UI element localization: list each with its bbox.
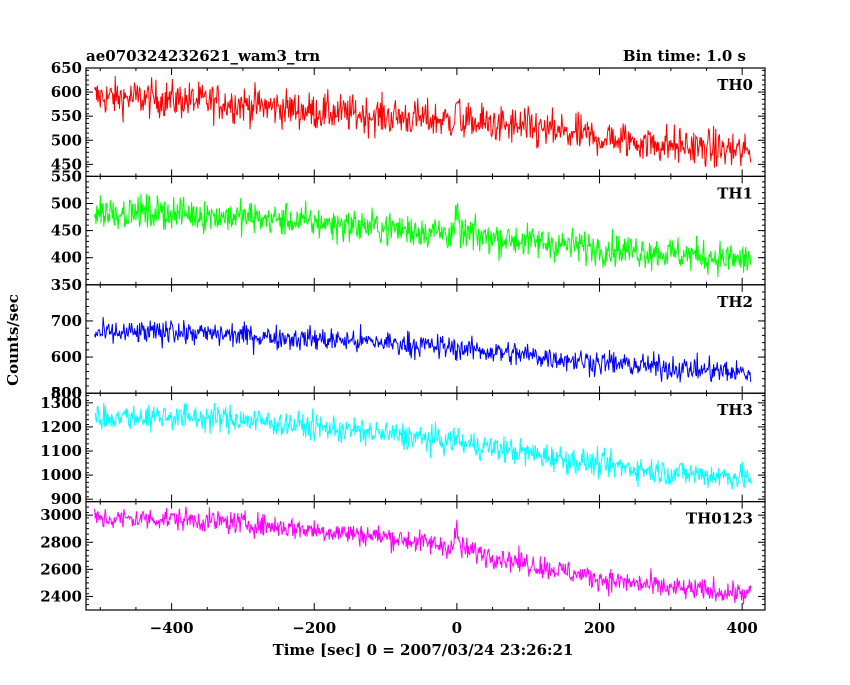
panel-label: TH0123	[686, 510, 753, 528]
y-tick-label: 1200	[40, 418, 82, 436]
panel-frame	[85, 501, 766, 611]
y-tick-label: 1100	[40, 442, 82, 460]
x-tick-label: 400	[727, 619, 758, 637]
y-tick-label: 550	[51, 107, 82, 125]
panel-th3: 900 1000 1100 1200 1300 TH3	[40, 392, 766, 508]
panel-label: TH1	[717, 184, 753, 202]
x-axis-label: Time [sec] 0 = 2007/03/24 23:26:21	[273, 641, 574, 659]
panel-th0: 450 500 550 600 650 TH0	[51, 59, 766, 178]
y-tick-label: 450	[51, 222, 82, 240]
y-axis-label: Counts/sec	[4, 294, 22, 386]
y-tick-label: 550	[51, 167, 82, 185]
series-line-th3	[94, 402, 752, 490]
bin-time-label: Bin time: 1.0 s	[623, 47, 746, 65]
y-tick-label: 450	[51, 155, 82, 173]
y-tick-label: 2400	[40, 587, 82, 605]
y-tick-label: 350	[51, 276, 82, 294]
panel-label: TH2	[717, 293, 753, 311]
panel-frame	[85, 392, 766, 503]
y-tick-label: 700	[51, 312, 82, 330]
y-tick-label: 500	[51, 131, 82, 149]
panel-frame	[85, 67, 766, 178]
x-tick-label: −200	[292, 619, 336, 637]
y-tick-label: 1300	[40, 394, 82, 412]
x-tick-label: −400	[150, 619, 194, 637]
y-tick-label: 1000	[40, 466, 82, 484]
y-tick-label: 500	[51, 195, 82, 213]
y-tick-label: 600	[51, 83, 82, 101]
panel-th2: 500 600 700 800 TH2	[51, 284, 766, 402]
x-tick-label: 0	[452, 619, 462, 637]
x-tick-label: 200	[584, 619, 615, 637]
y-tick-label: 500	[51, 384, 82, 402]
y-tick-label: 800	[51, 384, 82, 402]
panels-group: 450 500 550 600 650 TH0 400 450 500 550 350 TH1 500 6…	[40, 59, 766, 637]
panel-th0123: 2400 2600 2800 3000 TH0123	[40, 501, 766, 611]
series-line-th1	[94, 193, 752, 278]
panel-label: TH0	[717, 76, 753, 94]
series-line-th0	[94, 76, 752, 168]
y-tick-label: 900	[51, 490, 82, 508]
y-tick-label: 2600	[40, 560, 82, 578]
series-line-th0123	[94, 506, 752, 605]
series-line-th2	[94, 317, 752, 383]
y-tick-label: 400	[51, 249, 82, 267]
y-tick-label: 600	[51, 348, 82, 366]
y-tick-label: 3000	[40, 506, 82, 524]
y-tick-label: 2800	[40, 533, 82, 551]
chart-title: ae070324232621_wam3_trn	[86, 47, 320, 65]
panel-th1: 400 450 500 550 350 TH1	[51, 167, 766, 294]
y-tick-label: 650	[51, 59, 82, 77]
panel-label: TH3	[717, 401, 753, 419]
